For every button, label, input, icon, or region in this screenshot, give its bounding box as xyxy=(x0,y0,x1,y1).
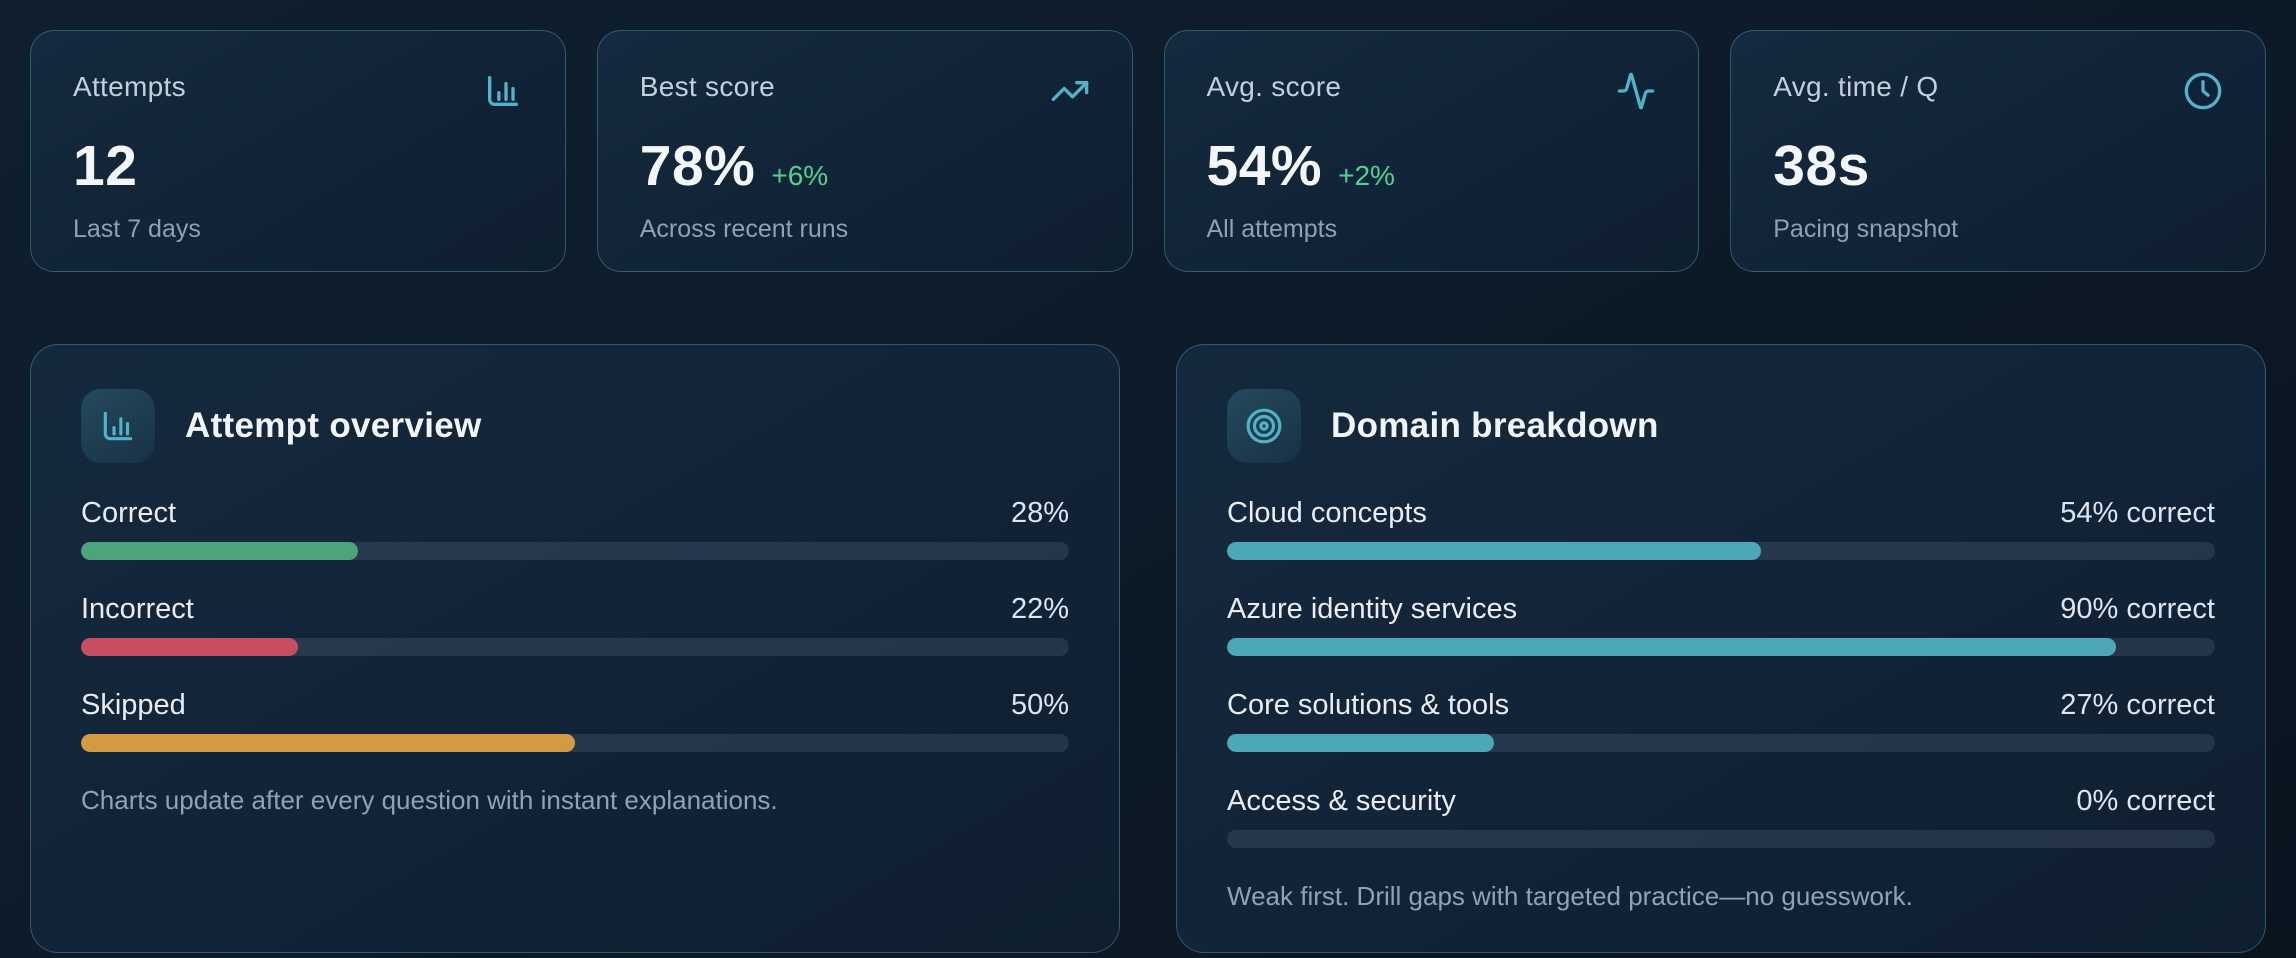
stat-delta: +2% xyxy=(1338,160,1395,191)
row-label: Skipped xyxy=(81,689,186,721)
stat-subtext: Pacing snapshot xyxy=(1773,215,1959,243)
trending-up-icon xyxy=(1050,71,1090,111)
row-label: Access & security xyxy=(1227,785,1456,817)
domain-row-azure-identity: Azure identity services 90% correct xyxy=(1227,593,2215,656)
row-value: 28% xyxy=(1010,497,1069,529)
stat-value: 38s xyxy=(1773,134,1870,198)
domain-row-access-security: Access & security 0% correct xyxy=(1227,785,2215,848)
stat-subtext: Last 7 days xyxy=(73,215,201,243)
stat-delta: +6% xyxy=(771,160,829,191)
stat-label: Avg. time / Q xyxy=(1773,71,1939,102)
activity-icon xyxy=(1616,71,1656,111)
progress-track xyxy=(81,638,1069,656)
target-icon xyxy=(1227,389,1301,463)
domain-row-cloud-concepts: Cloud concepts 54% correct xyxy=(1227,497,2215,560)
row-value: 90% correct xyxy=(2060,593,2215,625)
progress-fill xyxy=(1227,542,1761,560)
domain-row-core-solutions: Core solutions & tools 27% correct xyxy=(1227,689,2215,752)
row-label: Core solutions & tools xyxy=(1227,689,1510,721)
stat-card-avg-time: Avg. time / Q 38s Pacing snapshot xyxy=(1730,30,2266,272)
row-label: Incorrect xyxy=(81,593,194,625)
stat-card-attempts: Attempts 12 Last 7 days xyxy=(30,30,566,272)
progress-fill xyxy=(81,734,575,752)
stat-cards-row: Attempts 12 Last 7 days Best score xyxy=(30,30,2266,272)
row-value: 54% correct xyxy=(2060,497,2215,529)
row-label: Azure identity services xyxy=(1227,593,1518,625)
progress-row-skipped: Skipped 50% xyxy=(81,689,1069,752)
stat-label: Best score xyxy=(639,71,776,102)
bar-chart-icon xyxy=(81,389,155,463)
panel-footer-note: Charts update after every question with … xyxy=(81,785,778,815)
row-value: 22% xyxy=(1010,593,1069,625)
stat-value: 12 xyxy=(73,134,138,198)
row-label: Cloud concepts xyxy=(1227,497,1427,529)
stat-subtext: All attempts xyxy=(1206,215,1338,243)
stat-value: 78% xyxy=(639,134,756,198)
stat-label: Avg. score xyxy=(1206,71,1342,102)
stat-value: 54% xyxy=(1206,134,1323,198)
attempt-overview-panel: Attempt overview Correct 28% Incorrect 2… xyxy=(30,344,1120,953)
row-value: 0% correct xyxy=(2076,785,2215,817)
progress-fill xyxy=(81,542,358,560)
panel-footer-note: Weak first. Drill gaps with targeted pra… xyxy=(1227,881,1913,911)
progress-track xyxy=(81,734,1069,752)
progress-row-correct: Correct 28% xyxy=(81,497,1069,560)
progress-fill xyxy=(1227,638,2117,656)
bar-chart-icon xyxy=(483,71,523,111)
progress-track xyxy=(81,542,1069,560)
progress-fill xyxy=(1227,734,1494,752)
stat-subtext: Across recent runs xyxy=(639,215,849,243)
progress-fill xyxy=(81,638,299,656)
domain-breakdown-panel: Domain breakdown Cloud concepts 54% corr… xyxy=(1176,344,2266,953)
stat-label: Attempts xyxy=(73,71,186,102)
progress-track xyxy=(1227,734,2215,752)
clock-icon xyxy=(2183,71,2223,111)
progress-row-incorrect: Incorrect 22% xyxy=(81,593,1069,656)
progress-track xyxy=(1227,542,2215,560)
panel-title: Domain breakdown xyxy=(1331,406,1659,445)
stat-card-avg-score: Avg. score 54% +2% All attempts xyxy=(1163,30,1700,272)
progress-track xyxy=(1227,638,2215,656)
row-value: 27% correct xyxy=(2060,689,2215,721)
row-label: Correct xyxy=(81,497,177,529)
panel-title: Attempt overview xyxy=(185,406,482,445)
stat-card-best-score: Best score 78% +6% Across recent runs xyxy=(596,30,1133,272)
row-value: 50% xyxy=(1010,689,1069,721)
progress-track xyxy=(1227,830,2215,848)
panels-row: Attempt overview Correct 28% Incorrect 2… xyxy=(30,344,2266,953)
